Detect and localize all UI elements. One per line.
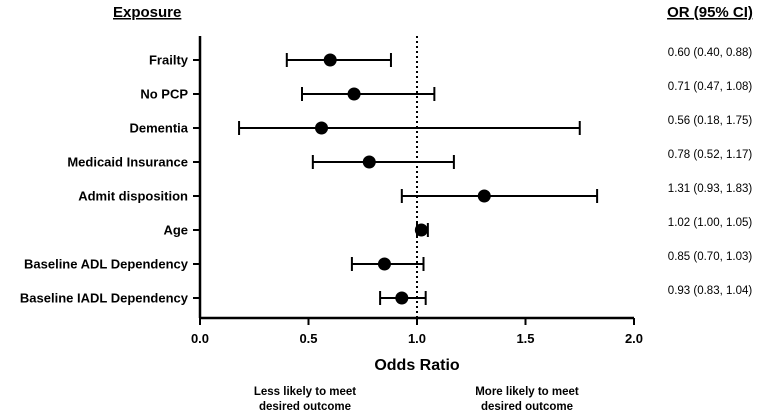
row-label: Dementia <box>129 121 188 136</box>
direction-right-line1: More likely to meet <box>475 386 579 398</box>
or-ci-value: 1.02 (1.00, 1.05) <box>668 217 753 229</box>
or-ci-header: OR (95% CI) <box>667 4 753 21</box>
odds-ratio-point <box>395 291 409 305</box>
x-tick-label: 0.5 <box>299 331 317 346</box>
direction-left-line2: desired outcome <box>259 401 351 413</box>
row-label: Admit disposition <box>78 189 188 204</box>
axes: 0.0 0.5 1.0 1.5 2.0 <box>191 36 643 346</box>
row-label: Age <box>163 223 188 238</box>
or-ci-value: 0.56 (0.18, 1.75) <box>668 115 753 127</box>
chart-marks: Frailty 0.60 (0.40, 0.88) No PCP 0.71 (0.47… <box>20 47 752 306</box>
direction-right-line2: desired outcome <box>481 401 573 413</box>
row-label: No PCP <box>140 87 188 102</box>
odds-ratio-point <box>315 121 329 135</box>
x-tick-label: 2.0 <box>625 331 643 346</box>
x-tick-label: 1.0 <box>408 331 426 346</box>
or-ci-value: 1.31 (0.93, 1.83) <box>668 183 753 195</box>
or-ci-value: 0.78 (0.52, 1.17) <box>668 149 753 161</box>
x-tick-label: 0.0 <box>191 331 209 346</box>
row-label: Medicaid Insurance <box>67 155 188 170</box>
odds-ratio-point <box>362 155 376 169</box>
or-ci-value: 0.71 (0.47, 1.08) <box>668 81 753 93</box>
direction-left-line1: Less likely to meet <box>254 386 356 398</box>
or-ci-value: 0.85 (0.70, 1.03) <box>668 251 753 263</box>
x-axis-title: Odds Ratio <box>374 357 460 374</box>
odds-ratio-point <box>347 87 361 101</box>
or-ci-value: 0.60 (0.40, 0.88) <box>668 47 753 59</box>
exposure-header: Exposure <box>113 4 181 21</box>
odds-ratio-point <box>414 223 428 237</box>
x-tick-label: 1.5 <box>516 331 534 346</box>
odds-ratio-point <box>477 189 491 203</box>
row-label: Frailty <box>149 53 189 68</box>
row-label: Baseline IADL Dependency <box>20 291 189 306</box>
or-ci-value: 0.93 (0.83, 1.04) <box>668 285 753 297</box>
row-label: Baseline ADL Dependency <box>24 257 189 272</box>
odds-ratio-point <box>377 257 391 271</box>
odds-ratio-point <box>323 53 337 67</box>
